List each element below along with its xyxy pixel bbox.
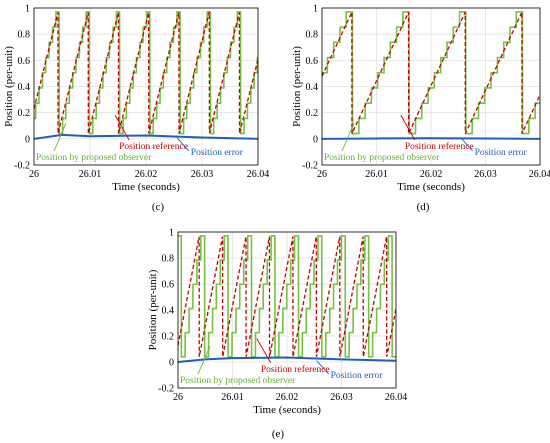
y-axis-label: Position (per-unit) [3, 46, 15, 127]
plot-frame [33, 7, 259, 166]
x-axis-label: Time (seconds) [112, 181, 180, 193]
x-tick-label: 26 [29, 169, 39, 180]
y-tick-label: 0.6 [306, 56, 319, 67]
plot-frame [321, 7, 541, 166]
panel-label: (d) [417, 201, 430, 213]
x-axis-label: Time (seconds) [253, 404, 321, 416]
x-tick-label: 26.03 [330, 392, 353, 403]
series-error-line [322, 137, 540, 140]
series-error-line [178, 356, 396, 363]
panel-label: (c) [152, 201, 165, 213]
annotation-arrow-observer [53, 122, 67, 152]
panel-label: (e) [272, 428, 285, 440]
y-tick-label: 1 [169, 228, 174, 239]
y-tick-label: 0.8 [162, 254, 175, 265]
x-tick-label: 26.02 [135, 169, 158, 180]
y-tick-label: 0.2 [306, 108, 319, 119]
x-tick-label: 26.03 [191, 169, 214, 180]
y-tick-label: -0.2 [302, 161, 318, 172]
annotation-observer: Position by proposed observer [324, 153, 440, 163]
x-tick-label: 26.01 [79, 169, 102, 180]
x-tick-label: 26 [173, 392, 183, 403]
series-reference-line [178, 236, 396, 357]
annotation-error: Position error [475, 148, 528, 158]
x-tick-label: 26.03 [474, 169, 497, 180]
x-tick-label: 26 [317, 169, 327, 180]
annotation-arrow-observer [341, 122, 355, 152]
y-tick-label: 0.4 [18, 82, 31, 93]
annotation-observer: Position by proposed observer [36, 153, 152, 163]
series-error-line [34, 133, 258, 140]
annotation-arrow-reference [400, 115, 416, 141]
annotation-reference: Position reference [405, 141, 474, 152]
panel-d: 26 26.01 26.02 26.03 26.04 -0.2 0 0.2 0.4 0.6 0.8 1… [291, 4, 550, 214]
y-tick-label: 1 [25, 4, 30, 15]
x-tick-label: 26.04 [247, 169, 270, 180]
x-tick-label: 26.01 [221, 392, 244, 403]
y-tick-label: 0.8 [18, 30, 31, 41]
plot-frame [177, 231, 397, 389]
x-tick-label: 26.01 [365, 169, 388, 180]
x-tick-label: 26.02 [420, 169, 443, 180]
annotation-reference: Position reference [119, 141, 188, 152]
y-tick-label: 0.6 [18, 56, 31, 67]
panel-e: 26 26.01 26.02 26.03 26.04 -0.2 0 0.2 0.4 0.6 0.8 1… [147, 228, 407, 441]
annotation-arrow-error [460, 137, 473, 152]
annotation-arrow-error [316, 360, 329, 375]
series-reference-line [34, 11, 258, 134]
x-tick-label: 26.02 [276, 392, 299, 403]
y-tick-label: 0.8 [306, 30, 319, 41]
annotation-arrow-reference [114, 115, 130, 141]
panel-c: 26 26.01 26.02 26.03 26.04 -0.2 0 0.2 0.4 0.6 0.8 1… [3, 4, 269, 214]
y-tick-label: 0.2 [162, 332, 175, 343]
y-tick-label: 0.4 [162, 306, 175, 317]
x-axis-label: Time (seconds) [397, 181, 465, 193]
annotation-error: Position error [191, 148, 244, 158]
y-tick-label: 0.2 [18, 108, 31, 119]
y-tick-label: 0.4 [306, 82, 319, 93]
x-tick-label: 26.04 [385, 392, 408, 403]
y-tick-label: 0 [169, 358, 174, 369]
y-tick-label: 0.6 [162, 280, 175, 291]
y-axis-label: Position (per-unit) [147, 269, 159, 350]
annotation-reference: Position reference [261, 364, 330, 375]
y-axis-label: Position (per-unit) [291, 46, 303, 127]
y-tick-label: -0.2 [14, 161, 30, 172]
series-reference-line [322, 11, 540, 134]
annotation-arrow-reference [256, 338, 272, 364]
annotation-error: Position error [331, 371, 384, 381]
annotation-arrow-error [176, 137, 190, 152]
series-observer-line [322, 11, 540, 135]
x-tick-label: 26.04 [529, 169, 550, 180]
y-tick-label: 0 [313, 134, 318, 145]
y-tick-label: 1 [313, 4, 318, 15]
annotation-arrow-observer [197, 346, 211, 375]
y-tick-label: -0.2 [158, 384, 174, 395]
y-tick-label: 0 [25, 134, 30, 145]
series-observer-line [178, 235, 396, 358]
annotation-observer: Position by proposed observer [180, 376, 296, 386]
